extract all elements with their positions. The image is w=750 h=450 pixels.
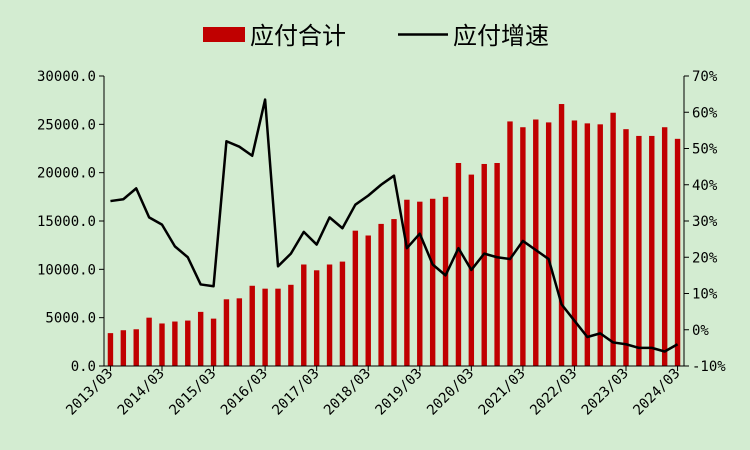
bar	[649, 135, 655, 366]
bar	[133, 329, 139, 366]
y-right-tick-label: 10%	[692, 287, 718, 303]
bar	[391, 219, 397, 366]
y-right-tick-label: 60%	[692, 105, 718, 121]
bar	[545, 122, 552, 367]
legend-bar-label: 应付合计	[250, 22, 346, 50]
bar	[301, 264, 307, 366]
bar	[520, 127, 526, 366]
x-tick-label: 2015/03	[166, 366, 219, 419]
bar	[584, 123, 591, 367]
bar	[313, 270, 320, 366]
bar	[262, 288, 268, 366]
x-tick-label: 2019/03	[373, 366, 426, 419]
bar	[326, 264, 333, 366]
x-tick-label: 2017/03	[269, 366, 322, 419]
bar	[146, 317, 152, 366]
y-left-tick-label: 20000.0	[37, 166, 96, 182]
bar	[455, 163, 462, 366]
bar	[339, 261, 346, 366]
bar	[481, 163, 487, 366]
y-left-tick-label: 30000.0	[37, 69, 96, 85]
bar	[494, 163, 500, 366]
bar	[610, 112, 616, 366]
bar	[352, 230, 359, 366]
x-tick-label: 2016/03	[218, 366, 271, 419]
bar	[636, 135, 642, 366]
y-left-tick-label: 25000.0	[37, 117, 96, 133]
y-right-tick-label: 40%	[692, 178, 718, 194]
bar	[365, 235, 371, 366]
bar	[120, 330, 127, 366]
bar	[661, 127, 668, 366]
bar	[172, 321, 178, 366]
bar	[210, 318, 217, 366]
x-tick-label: 2024/03	[630, 366, 683, 419]
bar	[288, 284, 294, 366]
growth-line	[110, 98, 679, 353]
bar	[159, 323, 165, 366]
legend-bar-swatch	[203, 27, 245, 42]
y-left-tick-label: 0.0	[71, 359, 96, 375]
x-tick-label: 2021/03	[476, 366, 529, 419]
y-right-tick-label: 20%	[692, 250, 718, 266]
bar	[558, 104, 565, 366]
bar	[571, 120, 578, 366]
bar	[417, 201, 423, 366]
x-tick-label: 2014/03	[115, 366, 168, 419]
y-left-tick-label: 5000.0	[45, 311, 96, 327]
bar	[249, 285, 255, 366]
bar	[533, 119, 539, 366]
legend-line-label: 应付增速	[453, 22, 549, 50]
bar	[197, 311, 204, 366]
bar	[107, 333, 114, 366]
y-right-tick-label: 30%	[692, 214, 718, 230]
bar	[185, 320, 191, 366]
bar	[442, 196, 449, 366]
y-right-tick-label: 70%	[692, 69, 718, 85]
bar	[223, 299, 230, 366]
bar	[275, 288, 281, 366]
legend: 应付合计 应付增速	[203, 22, 549, 50]
plot-area: 0.0 5000.0 10000.0 15000.0 20000.0 25000.0 300…	[37, 69, 726, 419]
y-right-tick-label: 50%	[692, 142, 718, 158]
x-tick-label: 2018/03	[321, 366, 374, 419]
bar	[623, 129, 629, 366]
y-right-tick-label: -10%	[692, 359, 726, 375]
bar	[404, 199, 410, 366]
bar	[378, 223, 384, 366]
bar	[507, 121, 513, 367]
x-tick-label: 2022/03	[527, 366, 580, 419]
bar	[429, 198, 436, 366]
bar	[236, 298, 243, 366]
y-right-tick-label: 0%	[692, 323, 709, 339]
x-tick-label: 2020/03	[424, 366, 477, 419]
x-tick-label: 2023/03	[579, 366, 632, 419]
y-left-tick-label: 15000.0	[37, 214, 96, 230]
bar	[597, 124, 603, 366]
y-left-tick-label: 10000.0	[37, 262, 96, 278]
bar	[674, 138, 681, 366]
